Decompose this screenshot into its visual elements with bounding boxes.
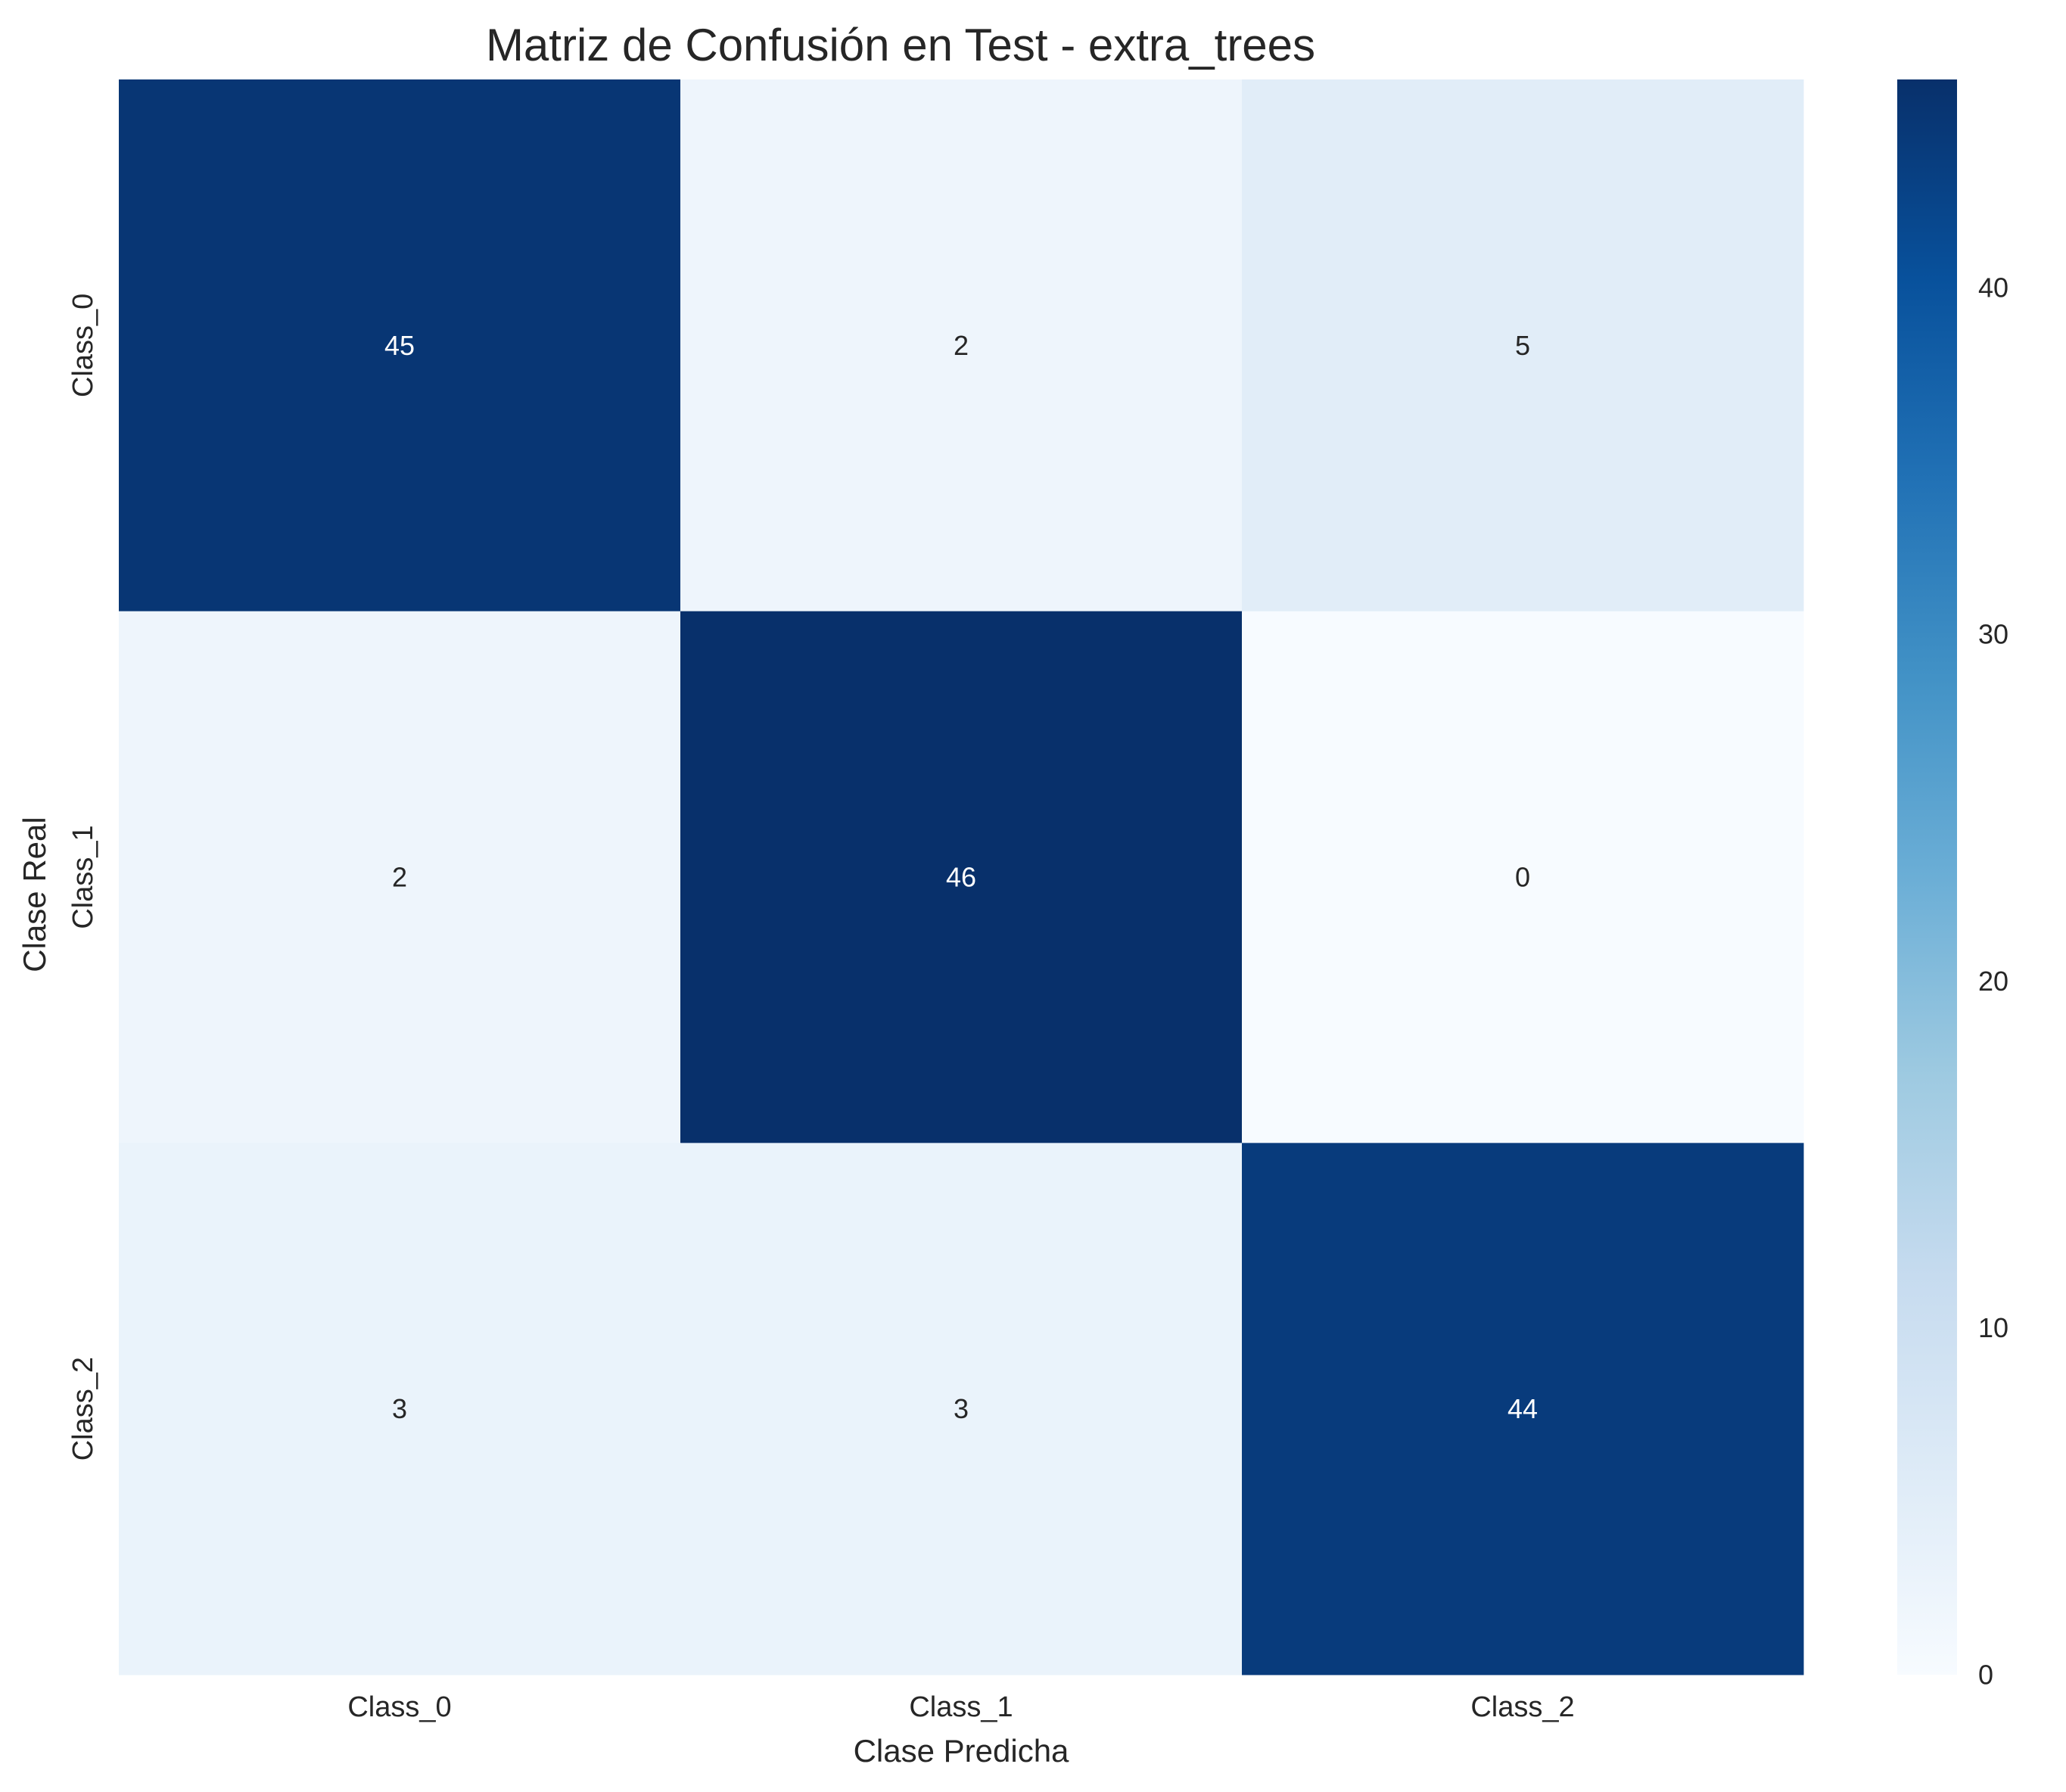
y-tick-labels: Class_0 Class_1 Class_2 (67, 294, 99, 1461)
cell-value-label: 2 (392, 862, 407, 893)
chart-title: Matriz de Confusión en Test - extra_tree… (486, 20, 1315, 70)
x-tick-label: Class_1 (909, 1691, 1013, 1723)
x-axis-label: Clase Predicha (854, 1733, 1069, 1769)
y-tick-label: Class_1 (67, 825, 99, 929)
heatmap-cell (119, 1143, 681, 1675)
x-tick-label: Class_0 (347, 1691, 451, 1723)
cell-value-label: 0 (1515, 862, 1530, 893)
colorbar-ticks: 0 10 20 30 40 (1978, 272, 2008, 1690)
heatmap-cell (1242, 611, 1804, 1143)
colorbar-tick-label: 40 (1978, 272, 2008, 303)
cell-value-label: 46 (946, 862, 976, 893)
heatmap-cell (119, 611, 681, 1143)
colorbar-tick-label: 0 (1978, 1660, 1993, 1691)
heatmap-cells: 45 2 5 2 46 0 3 3 44 (119, 79, 1804, 1675)
y-tick-label: Class_0 (67, 294, 99, 397)
y-tick-label: Class_2 (67, 1357, 99, 1461)
heatmap-cell (1242, 79, 1804, 612)
heatmap-cell (1242, 1143, 1804, 1675)
colorbar-tick-label: 30 (1978, 619, 2008, 650)
colorbar-tick-label: 10 (1978, 1312, 2008, 1343)
heatmap-cell (119, 79, 681, 612)
cell-value-label: 5 (1515, 330, 1530, 361)
cell-value-label: 3 (954, 1393, 969, 1424)
heatmap-cell (680, 611, 1243, 1143)
cell-value-label: 44 (1507, 1393, 1538, 1424)
y-axis-label: Clase Real (17, 817, 52, 972)
colorbar-tick-label: 20 (1978, 966, 2008, 997)
heatmap-cell (680, 1143, 1243, 1675)
heatmap-cell (680, 79, 1243, 612)
x-tick-label: Class_2 (1470, 1691, 1574, 1723)
cell-value-label: 3 (392, 1393, 407, 1424)
colorbar (1897, 79, 1957, 1675)
cell-value-label: 45 (384, 330, 415, 361)
cell-value-label: 2 (954, 330, 969, 361)
x-tick-labels: Class_0 Class_1 Class_2 (347, 1691, 1574, 1723)
